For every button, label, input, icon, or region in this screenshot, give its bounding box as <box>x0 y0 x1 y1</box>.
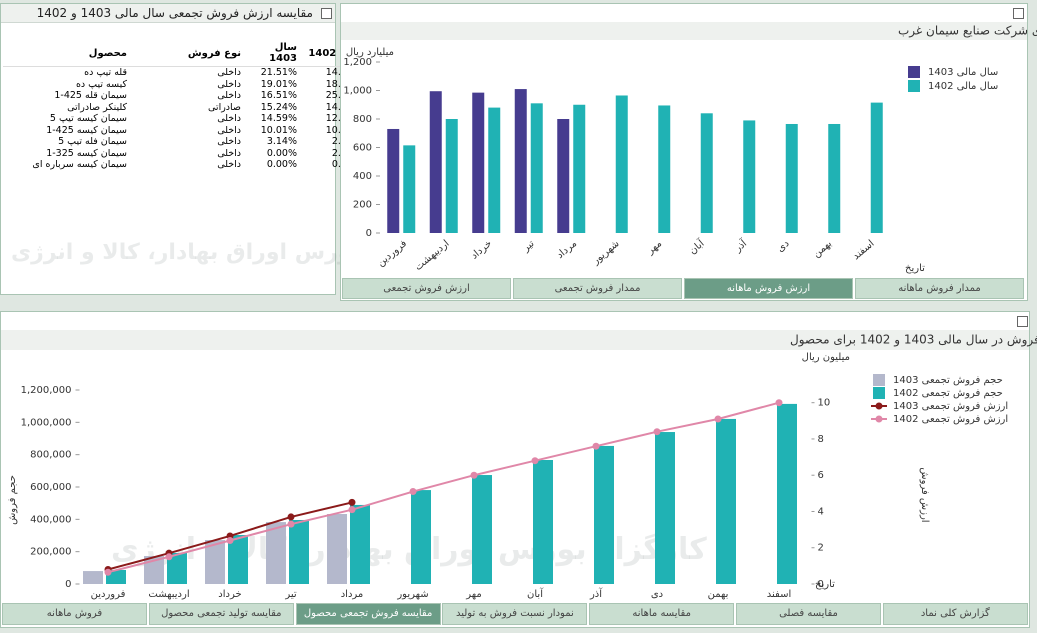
table-cell: صادراتی <box>208 101 241 113</box>
panel-icon[interactable] <box>1013 8 1024 19</box>
table-cell: داخلی <box>217 159 241 171</box>
table-cell: 0.00% <box>266 159 297 171</box>
table-cell: داخلی <box>217 90 241 102</box>
table-cell: سیمان کیسه تیپ 5 <box>49 113 127 125</box>
tab[interactable]: نمودار نسبت فروش به تولید <box>442 603 588 625</box>
table-cell: 16.51% <box>260 90 297 102</box>
table-cell: کیسه تیپ ده <box>75 78 127 90</box>
tab[interactable]: گزارش کلی نماد <box>882 603 1028 625</box>
tab[interactable]: ارزش فروش تجمعی <box>342 278 511 299</box>
table-cell: 14.59% <box>260 113 297 125</box>
table-cell: 21.51% <box>260 67 297 79</box>
tab[interactable]: مقایسه فصلی <box>736 603 881 625</box>
tab[interactable]: فروش ماهانه <box>2 603 147 625</box>
table-cell: داخلی <box>217 136 241 148</box>
table-cell: 3.14% <box>266 136 297 148</box>
panel-title: مقایسه ارزش فروش تجمعی سال مالی 1403 و 1… <box>1 4 335 23</box>
tab[interactable]: ممدار فروش تجمعی <box>513 278 682 299</box>
watermark: کارگزار بورس اوراق بهادار، کالا و انرژی <box>111 532 707 567</box>
table-cell: سیمان کیسه سرباره ای <box>32 159 127 171</box>
print-icon[interactable] <box>996 27 1007 38</box>
table-cell: داخلی <box>217 147 241 159</box>
table-cell: داخلی <box>217 78 241 90</box>
table-cell: 15.24% <box>260 101 297 113</box>
column-header: نوع فروش <box>131 40 245 67</box>
table-cell: سیمان قله 425-1 <box>54 90 127 102</box>
column-header: سال 1403 <box>245 40 301 67</box>
table-cell: داخلی <box>217 113 241 125</box>
table-cell: 0.00% <box>266 147 297 159</box>
table-panel: مقایسه ارزش فروش تجمعی سال مالی 1403 و 1… <box>0 3 448 295</box>
table-cell: سیمان کیسه 425-1 <box>46 124 127 136</box>
tab[interactable]: ارزش فروش ماهانه <box>684 278 853 299</box>
table-cell: سیمان فله تیپ 5 <box>58 136 127 148</box>
table-cell: 10.01% <box>260 124 297 136</box>
tab[interactable]: مقایسه ماهانه <box>589 603 735 625</box>
export-icon[interactable] <box>1017 333 1028 344</box>
table-cell: 19.01% <box>260 78 297 90</box>
table-cell: قله تیپ ده <box>84 67 127 79</box>
panel-icon[interactable] <box>321 8 332 19</box>
tab[interactable]: ممدار فروش ماهانه <box>855 278 1024 299</box>
monthly-panel <box>340 3 1028 301</box>
cumulative-panel: کارگزار بورس اوراق بهادار، کالا و انرژی <box>0 311 1030 628</box>
export-icon[interactable] <box>1013 27 1024 38</box>
table-cell: کلینکر صادراتی <box>67 101 127 113</box>
table-cell: داخلی <box>217 124 241 136</box>
table-cell: سیمان کیسه 325-1 <box>46 147 127 159</box>
column-header: محصول <box>3 40 131 67</box>
panel-icon[interactable] <box>1017 316 1028 327</box>
tab[interactable]: مقایسه فروش تجمعی محصول <box>295 603 441 625</box>
tab[interactable]: مقایسه تولید تجمعی محصول <box>148 603 294 625</box>
table-cell: داخلی <box>217 67 241 79</box>
